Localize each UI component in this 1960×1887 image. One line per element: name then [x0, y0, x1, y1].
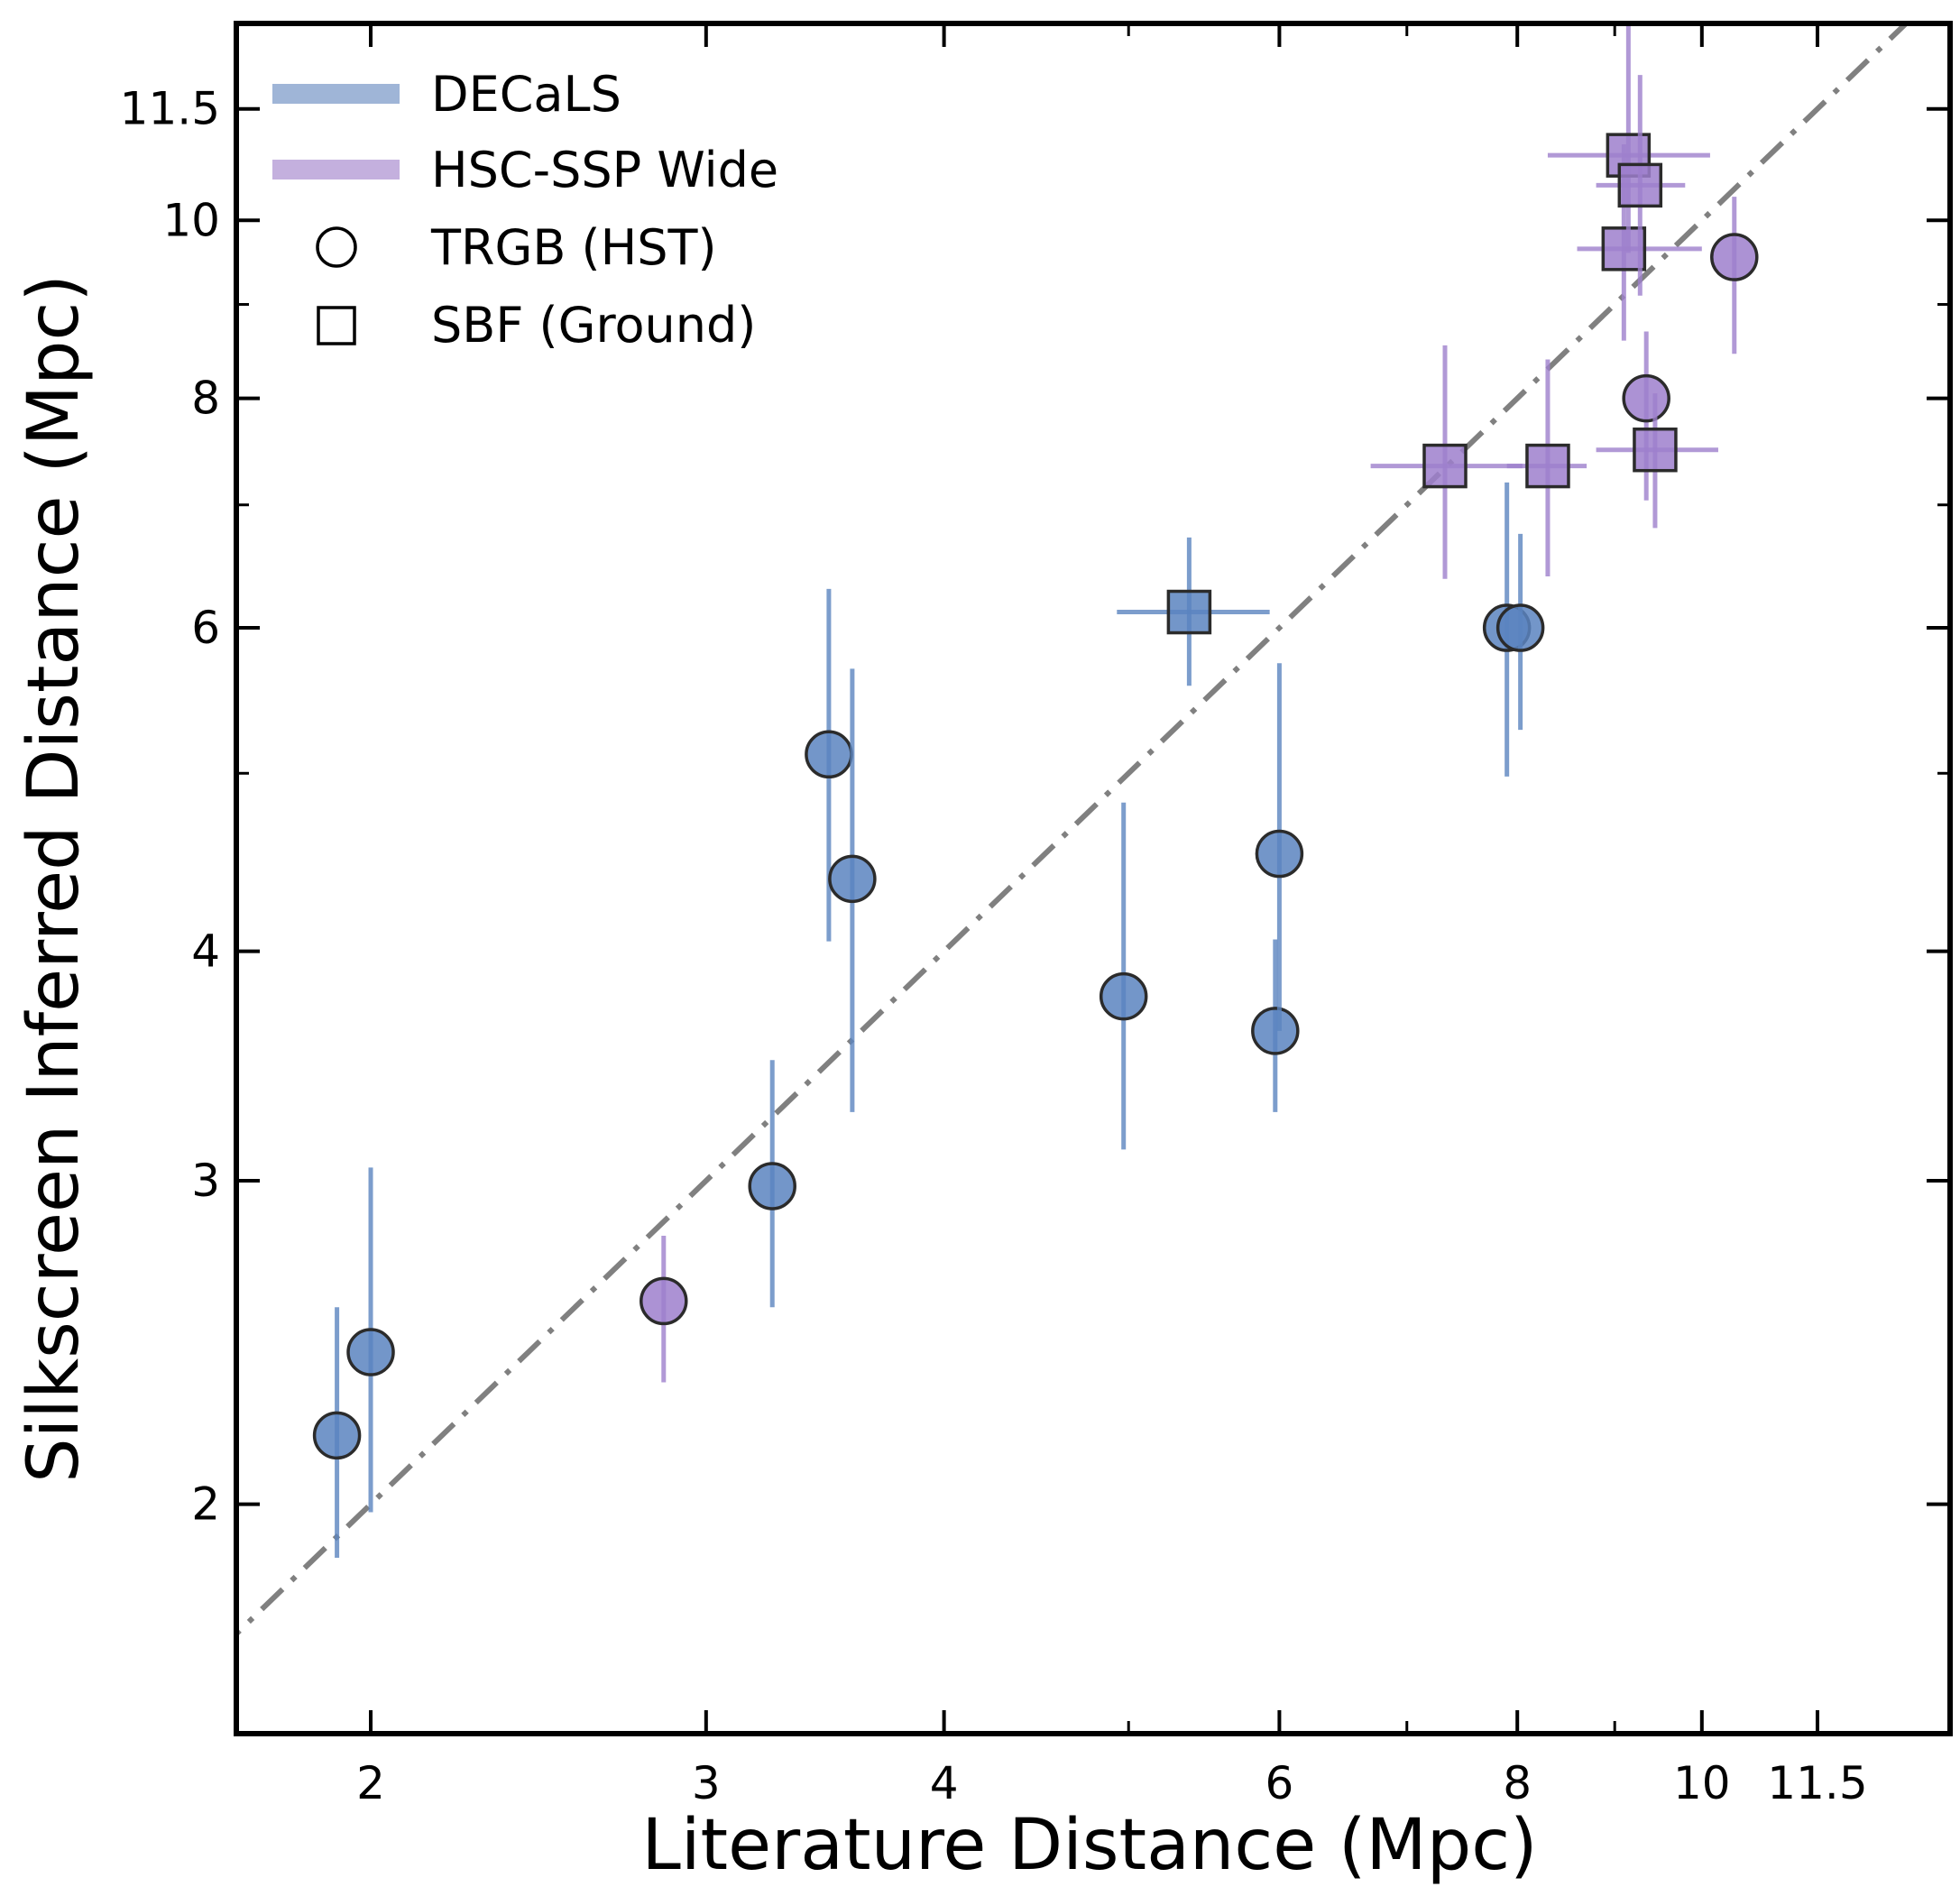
circle-marker	[828, 854, 877, 904]
data-point	[1596, 75, 1686, 296]
data-point	[640, 1236, 688, 1383]
square-marker	[1166, 589, 1212, 635]
x-tick-label: 11.5	[1767, 1757, 1867, 1809]
y-tick-label: 2	[191, 1478, 220, 1531]
legend-circle-marker	[316, 226, 357, 268]
data-point	[1255, 663, 1304, 1031]
data-point	[346, 1167, 395, 1513]
legend-square-marker	[317, 306, 356, 345]
circle-marker	[640, 1276, 688, 1326]
legend-label-sbf: SBF (Ground)	[431, 297, 756, 354]
circle-marker	[346, 1328, 395, 1376]
legend-label-trgb: TRGB (HST)	[430, 219, 717, 276]
circle-marker	[1099, 971, 1148, 1021]
square-marker	[1422, 443, 1468, 489]
data-point	[1506, 359, 1587, 576]
plot-frame	[234, 21, 1953, 1736]
legend-label-hsc: HSC-SSP Wide	[431, 142, 778, 198]
circle-marker	[1255, 829, 1304, 879]
data-point	[1117, 537, 1270, 686]
y-axis-title: Silkscreen Inferred Distance (Mpc)	[14, 274, 95, 1483]
data-point	[1577, 144, 1702, 341]
circle-marker	[1251, 1007, 1300, 1055]
plot-background	[236, 23, 1950, 1734]
data-point	[1251, 939, 1300, 1112]
legend: DECaLS HSC-SSP Wide TRGB (HST) SBF (Grou…	[272, 66, 778, 354]
data-layer	[312, 23, 1759, 1559]
circle-marker	[312, 1411, 362, 1460]
square-marker	[1617, 162, 1663, 208]
circle-marker	[805, 730, 853, 779]
y-tick-label: 8	[191, 373, 220, 425]
data-point	[748, 1060, 796, 1308]
data-point	[312, 1307, 362, 1559]
y-tick-label: 6	[191, 602, 220, 654]
circle-marker	[748, 1162, 796, 1210]
x-tick-label: 3	[692, 1757, 721, 1809]
x-tick-label: 6	[1265, 1757, 1294, 1809]
circle-marker	[1622, 373, 1670, 423]
data-point	[1099, 802, 1148, 1150]
data-point	[1495, 533, 1545, 731]
square-marker	[1525, 443, 1570, 489]
x-axis-title: Literature Distance (Mpc)	[641, 1805, 1537, 1886]
data-point	[1596, 393, 1718, 529]
one-to-one-reference-line	[236, 23, 1910, 1638]
data-point	[1622, 331, 1670, 501]
y-tick-label: 11.5	[120, 83, 220, 135]
data-point	[1710, 197, 1759, 354]
y-tick-label: 10	[162, 194, 220, 246]
x-tick-label: 8	[1503, 1757, 1532, 1809]
data-point	[828, 668, 877, 1112]
circle-marker	[1710, 233, 1759, 281]
data-point	[1370, 345, 1523, 579]
square-marker	[1601, 226, 1647, 272]
square-marker	[1633, 427, 1678, 473]
x-tick-label: 2	[356, 1757, 385, 1809]
circle-marker	[1495, 603, 1545, 652]
legend-label-decals: DECaLS	[431, 66, 621, 123]
axis-ticks: 2 3 4 6 8 10 11.5 2 3 4 6 8 10 11.5	[120, 23, 1950, 1809]
x-tick-label: 10	[1673, 1757, 1731, 1809]
y-tick-label: 3	[191, 1155, 220, 1207]
x-tick-label: 4	[930, 1757, 959, 1809]
y-tick-label: 4	[191, 925, 220, 978]
